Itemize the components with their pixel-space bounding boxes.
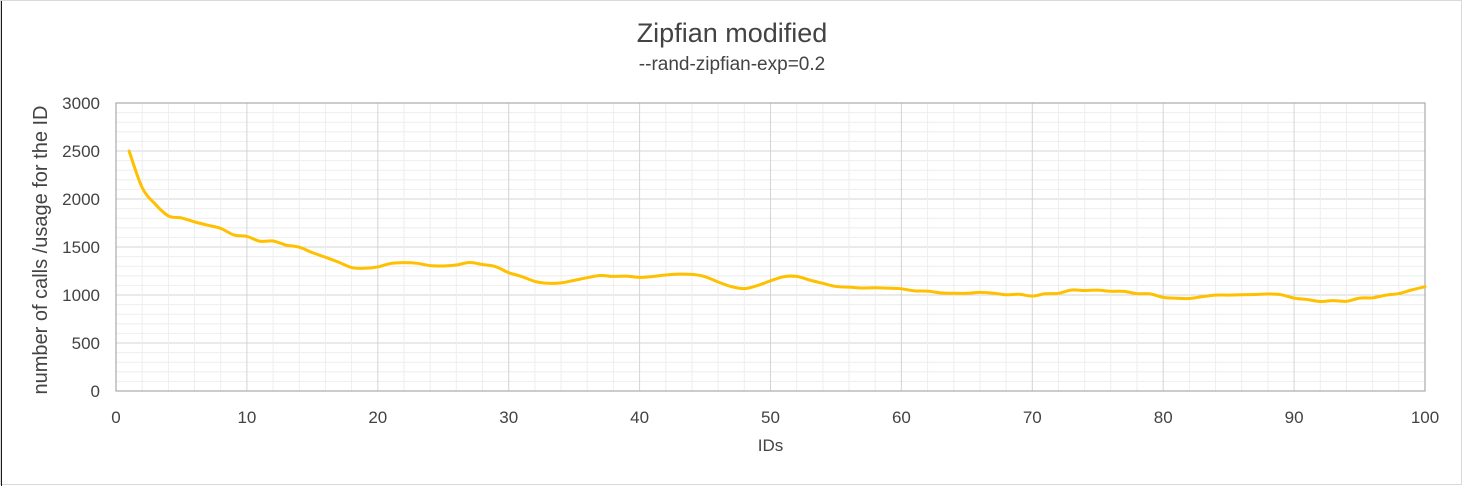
- svg-text:3000: 3000: [62, 94, 100, 113]
- svg-text:80: 80: [1154, 408, 1173, 427]
- svg-text:70: 70: [1023, 408, 1042, 427]
- svg-text:1000: 1000: [62, 286, 100, 305]
- svg-text:1500: 1500: [62, 238, 100, 257]
- svg-text:2000: 2000: [62, 190, 100, 209]
- svg-text:2500: 2500: [62, 142, 100, 161]
- svg-text:90: 90: [1285, 408, 1304, 427]
- svg-text:40: 40: [630, 408, 649, 427]
- svg-text:0: 0: [111, 408, 120, 427]
- svg-text:50: 50: [761, 408, 780, 427]
- svg-text:500: 500: [72, 334, 100, 353]
- svg-text:100: 100: [1411, 408, 1439, 427]
- svg-text:10: 10: [237, 408, 256, 427]
- svg-text:30: 30: [499, 408, 518, 427]
- svg-text:60: 60: [892, 408, 911, 427]
- svg-text:20: 20: [368, 408, 387, 427]
- svg-text:0: 0: [91, 382, 100, 401]
